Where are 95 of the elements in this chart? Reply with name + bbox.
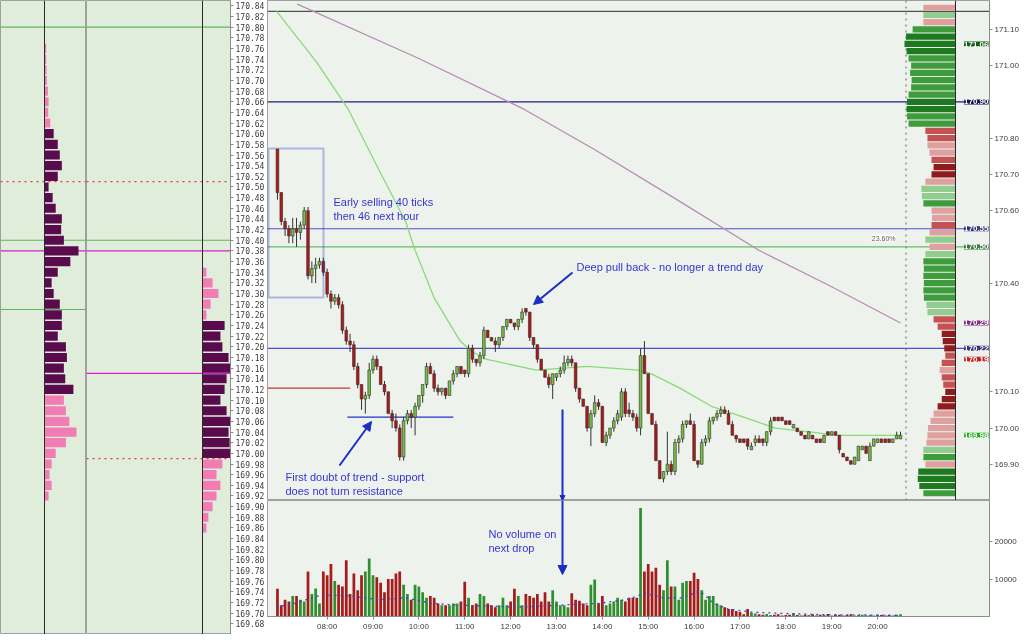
y-tick-label: 169.94	[235, 481, 265, 491]
y-tick-label: 170.48	[235, 194, 265, 204]
ref-line-label: 170.90	[964, 97, 990, 107]
y-tick-label: 169.86	[235, 524, 265, 534]
y-tick-label: 169.90	[994, 459, 1020, 469]
y-tick-label: 170.72	[235, 66, 265, 76]
y-tick-label: 170.62	[235, 119, 265, 129]
y-tick-label: 170.70	[235, 76, 265, 86]
y-tick-label: 170.26	[235, 311, 265, 321]
x-tick-label: 13:00	[546, 621, 568, 631]
ref-line-label: 170.22	[964, 343, 990, 353]
y-tick-label: 170.60	[994, 206, 1020, 216]
y-tick-label: 170.60	[235, 130, 265, 140]
y-tick-label: 169.90	[235, 503, 265, 513]
x-tick-label: 15:00	[638, 621, 659, 631]
y-tick-label: 170.02	[235, 439, 265, 449]
y-tick-label: 170.20	[235, 343, 265, 353]
y-tick-label: 170.82	[235, 12, 265, 22]
y-tick-label: 171.00	[994, 61, 1020, 71]
y-tick-label: 170.00	[994, 423, 1020, 433]
y-tick-label: 170.70	[994, 169, 1020, 179]
y-tick-label: 170.16	[235, 364, 265, 374]
x-tick-label: 20:00	[867, 621, 889, 631]
x-tick-label: 11:00	[455, 621, 476, 631]
y-tick-label: 170.32	[235, 279, 265, 289]
y-tick-label: 170.78	[235, 34, 265, 44]
y-tick-label: 169.72	[235, 599, 265, 609]
annotation: No volume on next drop	[488, 527, 557, 554]
y-tick-label: 170.64	[235, 108, 265, 118]
x-tick-label: 17:00	[729, 621, 751, 631]
x-tick-label: 18:00	[775, 621, 797, 631]
x-tick-label: 16:00	[684, 621, 705, 631]
y-tick-label: 170.66	[235, 98, 265, 108]
y-tick-label: 170.36	[235, 258, 265, 268]
x-tick-label: 12:00	[500, 621, 522, 631]
y-tick-label: 20000	[994, 537, 1018, 547]
y-tick-label: 169.84	[235, 535, 265, 545]
annotation: 169.98	[964, 430, 990, 440]
y-tick-label: 170.08	[235, 407, 265, 417]
y-tick-label: 170.54	[235, 162, 265, 172]
y-tick-label: 170.00	[235, 449, 265, 459]
y-tick-label: 170.46	[235, 204, 265, 214]
y-tick-label: 169.88	[235, 513, 265, 523]
y-tick-label: 170.68	[235, 87, 265, 97]
y-tick-label: 170.84	[235, 2, 265, 12]
x-tick-label: 09:00	[362, 621, 384, 631]
y-tick-label: 170.24	[235, 321, 265, 331]
y-tick-label: 169.78	[235, 567, 265, 577]
y-tick-label: 170.10	[235, 396, 265, 406]
x-tick-label: 08:00	[317, 621, 338, 631]
y-tick-label: 170.14	[235, 375, 265, 385]
y-tick-label: 170.12	[235, 385, 265, 395]
y-tick-label: 170.50	[235, 183, 265, 193]
y-tick-label: 170.10	[994, 387, 1020, 397]
y-tick-label: 170.18	[235, 353, 265, 363]
annotation: 170.19	[964, 354, 990, 364]
y-tick-label: 170.06	[235, 417, 265, 427]
y-tick-label: 169.68	[235, 620, 265, 630]
annotation: Early selling 40 ticks then 46 next hour	[333, 195, 434, 222]
y-tick-label: 170.76	[235, 44, 265, 54]
y-tick-label: 170.80	[994, 133, 1020, 143]
y-tick-label: 10000	[994, 574, 1018, 584]
x-tick-label: 14:00	[592, 621, 613, 631]
y-tick-label: 169.76	[235, 577, 265, 587]
y-tick-label: 170.28	[235, 300, 265, 310]
y-tick-label: 170.40	[235, 236, 265, 246]
y-tick-label: 169.80	[235, 556, 265, 566]
y-tick-label: 169.98	[235, 460, 265, 470]
y-tick-label: 171.10	[994, 24, 1020, 34]
y-tick-label: 170.22	[235, 332, 265, 342]
ref-line-label: 170.55	[964, 224, 990, 234]
y-tick-label: 169.70	[235, 609, 265, 619]
x-tick-label: 10:00	[408, 621, 430, 631]
y-tick-label: 170.56	[235, 151, 265, 161]
x-tick-label: 19:00	[821, 621, 843, 631]
y-tick-label: 170.74	[235, 55, 265, 65]
y-tick-label: 170.80	[235, 23, 265, 33]
y-tick-label: 170.38	[235, 247, 265, 257]
y-tick-label: 170.40	[994, 278, 1020, 288]
y-tick-label: 169.74	[235, 588, 265, 598]
y-tick-label: 170.52	[235, 172, 265, 182]
y-tick-label: 169.96	[235, 471, 265, 481]
annotation: 171.06	[964, 39, 990, 49]
y-tick-label: 170.04	[235, 428, 265, 438]
annotation: Deep pull back - no longer a trend day	[576, 260, 764, 273]
y-tick-label: 169.82	[235, 545, 265, 555]
y-tick-label: 170.34	[235, 268, 265, 278]
y-tick-label: 170.30	[235, 290, 265, 300]
y-tick-label: 170.58	[235, 140, 265, 150]
y-tick-label: 170.42	[235, 226, 265, 236]
y-tick-label: 170.44	[235, 215, 265, 225]
annotation: 170.29	[964, 318, 990, 328]
annotation: First doubt of trend - support does not turn resistance	[285, 470, 425, 497]
ref-line-label: 170.50	[964, 242, 990, 252]
y-tick-label: 169.92	[235, 492, 265, 502]
